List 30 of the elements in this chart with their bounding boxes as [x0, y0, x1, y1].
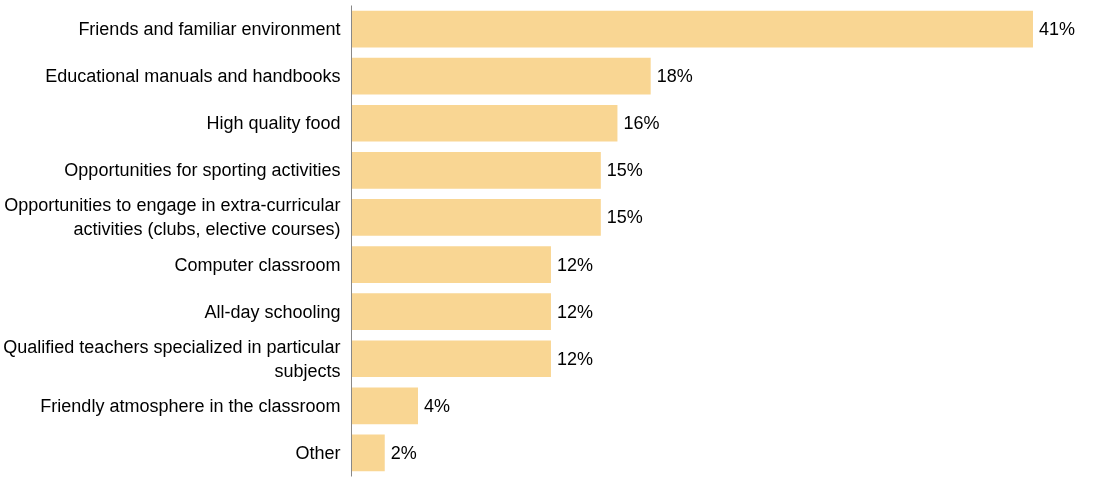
bar [351, 57, 651, 95]
data-label: 12% [556, 254, 593, 275]
y-tick-label: Other [295, 442, 341, 463]
y-tick-label: Friendly atmosphere in the classroom [40, 395, 341, 416]
bar [351, 246, 551, 283]
data-label: 12% [556, 348, 593, 369]
y-tick-label: Educational manuals and handbooks [45, 66, 341, 87]
bar [351, 434, 385, 472]
bar [351, 293, 551, 331]
bar [351, 104, 618, 142]
y-tick-label: All-day schooling [204, 301, 341, 322]
data-label: 4% [423, 395, 450, 416]
data-label: 16% [623, 113, 660, 134]
y-tick-label: Opportunities for sporting activities [64, 160, 341, 181]
data-label: 15% [606, 160, 643, 181]
y-tick-label: Qualified teachers specialized in particular subjects [3, 336, 341, 381]
data-label: 2% [390, 442, 417, 463]
bar [351, 387, 418, 425]
bar [351, 199, 601, 236]
data-label: 12% [556, 301, 593, 322]
data-label: 15% [606, 207, 643, 228]
bar [351, 10, 1033, 48]
y-tick-label: Opportunities to engage in extra-curricular activities (clubs, elective courses) [4, 195, 341, 240]
data-label: 18% [656, 66, 693, 87]
y-tick-label: Friends and familiar environment [78, 19, 341, 40]
bar [351, 151, 601, 189]
y-tick-label: High quality food [206, 113, 341, 134]
data-label: 41% [1038, 19, 1076, 40]
y-tick-label: Computer classroom [174, 254, 341, 275]
bar [351, 340, 551, 378]
